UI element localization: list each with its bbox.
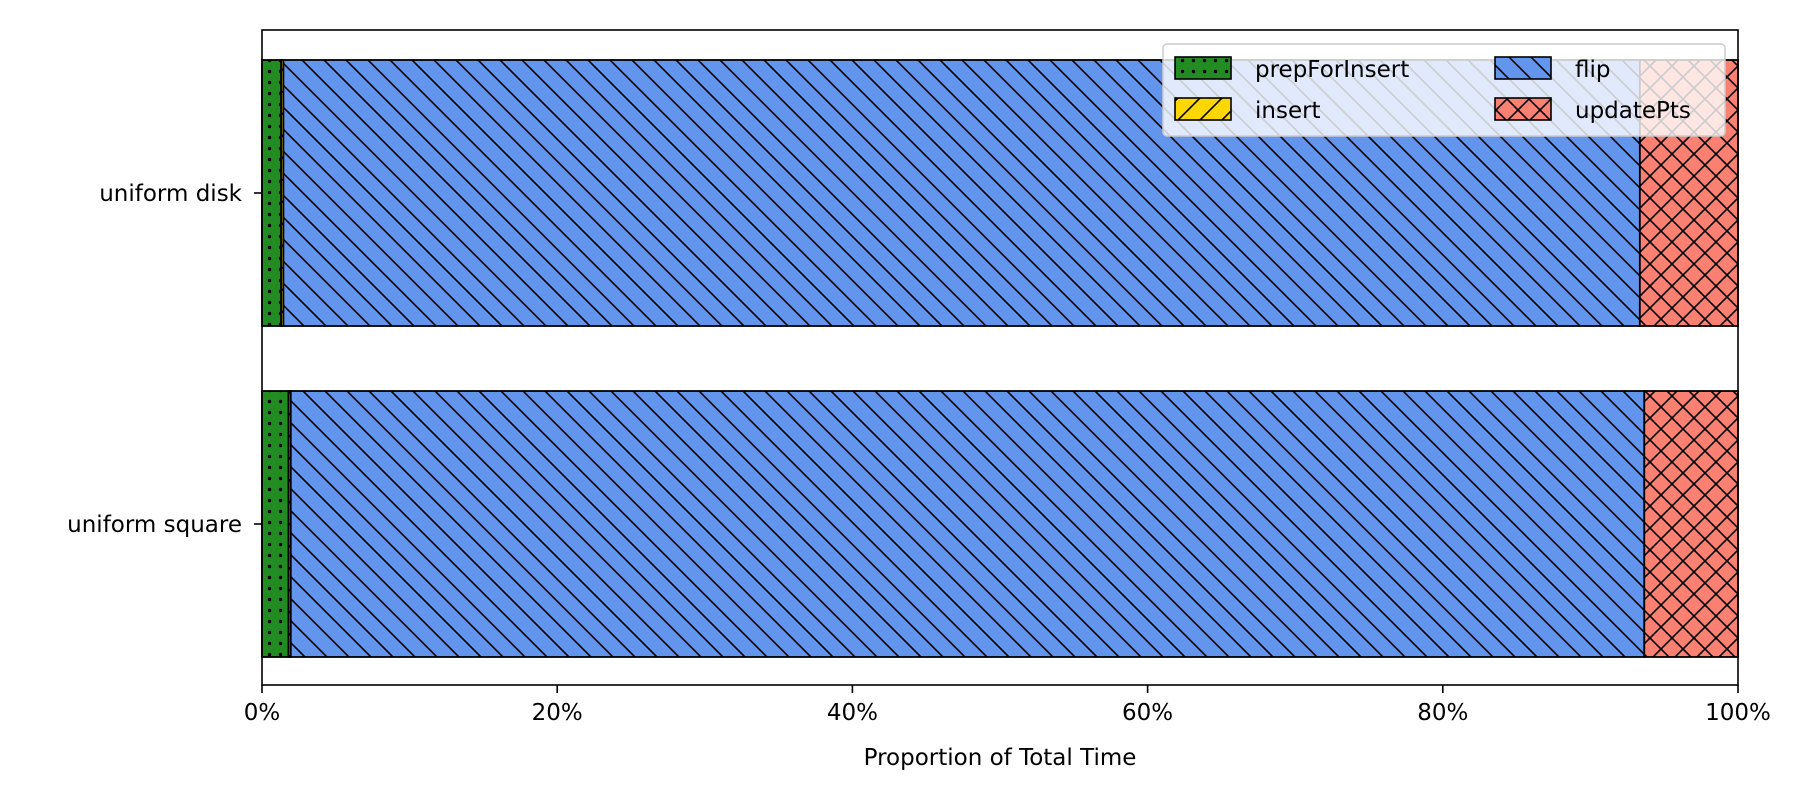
legend-swatch-hatch xyxy=(1175,98,1231,120)
legend-swatch-hatch xyxy=(1495,98,1551,120)
y-tick-label: uniform disk xyxy=(99,181,242,207)
legend-frame xyxy=(1162,43,1726,137)
legend-label: updatePts xyxy=(1575,98,1691,124)
bars-group xyxy=(261,59,1739,658)
x-tick-label: 80% xyxy=(1417,700,1468,726)
bar-uniform-square-insert-hatch xyxy=(288,391,291,657)
plot-frame xyxy=(261,29,1739,686)
legend-item-flip: flip xyxy=(1494,56,1610,83)
bar-uniform-square-prepforinsert-hatch xyxy=(262,391,289,657)
legend-item-insert: insert xyxy=(1174,97,1321,124)
legend: prepForInsert insert flip updatePts xyxy=(1162,43,1726,137)
y-axis: uniform disk uniform square xyxy=(67,181,262,538)
x-tick-label: 20% xyxy=(532,700,583,726)
legend-item-updatepts: updatePts xyxy=(1494,97,1691,124)
bar-uniform-square-updatepts-hatch xyxy=(1644,391,1738,657)
bar-uniform-disk-prepforinsert-hatch xyxy=(262,60,282,326)
legend-item-prepforinsert: prepForInsert xyxy=(1174,56,1409,83)
x-axis-label: Proportion of Total Time xyxy=(864,745,1137,771)
legend-label: flip xyxy=(1575,57,1610,83)
legend-label: insert xyxy=(1255,98,1321,124)
x-axis: 0% 20% 40% 60% 80% 100% xyxy=(244,685,1771,726)
legend-label: prepForInsert xyxy=(1255,57,1409,83)
bar-uniform-disk-insert-hatch xyxy=(281,60,284,326)
bar-uniform-square-flip-hatch xyxy=(290,391,1645,657)
legend-swatch-hatch xyxy=(1495,57,1551,79)
legend-swatch-hatch xyxy=(1175,57,1231,79)
y-tick-label: uniform square xyxy=(67,512,242,538)
x-tick-label: 40% xyxy=(827,700,878,726)
x-tick-label: 60% xyxy=(1122,700,1173,726)
x-tick-label: 100% xyxy=(1705,700,1771,726)
x-tick-label: 0% xyxy=(244,700,281,726)
